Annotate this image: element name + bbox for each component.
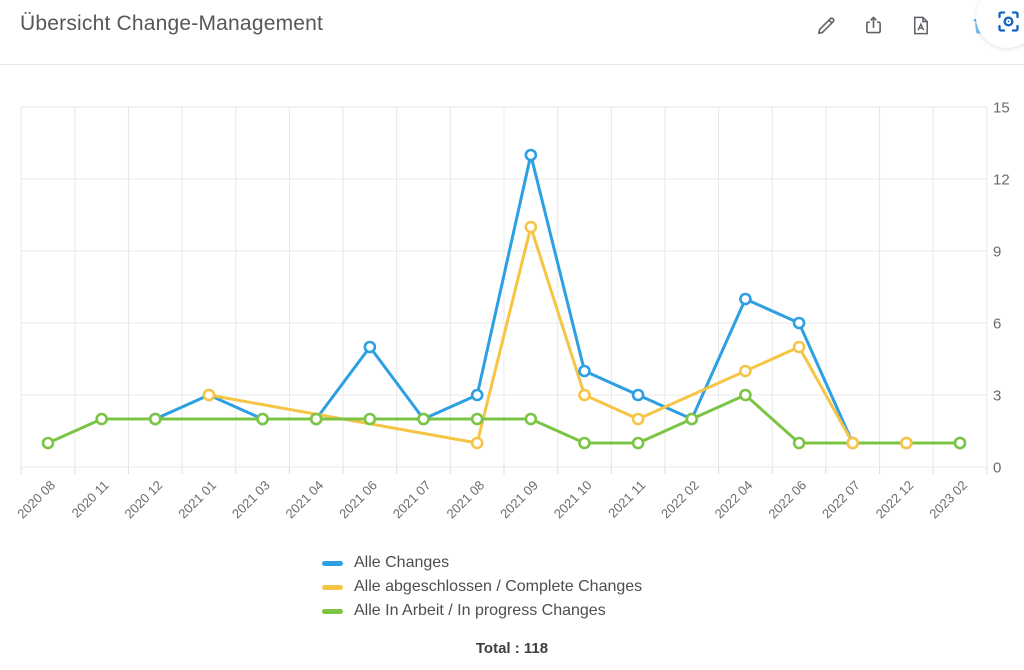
data-point[interactable] [631,436,645,450]
data-point[interactable] [148,412,162,426]
y-tick-label: 15 [993,100,1010,117]
export-pdf-button[interactable] [906,13,934,41]
y-axis-labels: 0 3 6 9 12 15 [993,100,1010,477]
pencil-icon [815,14,838,40]
data-point[interactable] [739,292,752,306]
data-point[interactable] [470,412,484,426]
y-tick-label: 3 [993,388,1001,405]
data-point[interactable] [846,436,860,450]
data-point[interactable] [524,412,538,426]
data-point[interactable] [95,412,108,426]
y-tick-label: 6 [993,316,1001,333]
legend-label: Alle In Arbeit / In progress Changes [354,602,606,619]
legend-item-2[interactable]: Alle In Arbeit / In progress Changes [322,599,642,623]
x-tick-label: 2021 08 [443,478,487,522]
x-tick-label: 2023 02 [926,478,970,522]
data-point[interactable] [739,388,752,402]
data-point[interactable] [900,436,913,450]
x-tick-label: 2021 11 [605,478,648,521]
data-point[interactable] [417,412,430,426]
data-point[interactable] [739,364,752,378]
y-tick-label: 9 [993,244,1001,261]
data-point[interactable] [631,412,645,426]
data-point[interactable] [470,388,484,402]
data-point[interactable] [309,412,323,426]
x-tick-label: 2020 12 [122,478,166,522]
data-point[interactable] [363,340,377,354]
legend-dash-icon [322,608,343,614]
data-point[interactable] [363,412,377,426]
x-tick-label: 2020 08 [14,478,58,522]
data-point[interactable] [578,436,591,450]
y-tick-label: 0 [993,460,1001,477]
screenshot-frame-icon [995,8,1022,40]
page-title: Übersicht Change-Management [20,12,324,35]
data-point[interactable] [792,436,806,450]
legend-dash-icon [322,560,343,566]
header-divider [0,64,1024,65]
series-markers-1 [202,220,913,450]
y-tick-label: 12 [993,172,1010,189]
x-tick-label: 2021 09 [497,478,541,522]
x-tick-label: 2021 01 [175,478,219,522]
legend-item-0[interactable]: Alle Changes [322,551,642,575]
x-tick-label: 2021 07 [390,478,434,522]
x-axis-labels: 2020 08 2020 11 2020 12 2021 01 2021 03 2021 … [14,478,970,522]
data-point[interactable] [41,436,55,450]
legend-label: Alle Changes [354,554,450,571]
toolbar [812,13,934,41]
x-tick-label: 2022 04 [712,478,756,522]
data-point[interactable] [524,220,538,234]
data-point[interactable] [202,388,216,402]
widget-header: Übersicht Change-Management [0,0,1024,64]
data-point[interactable] [524,148,538,162]
share-icon [862,14,885,40]
x-tick-label: 2022 07 [819,478,863,522]
data-point[interactable] [953,436,967,450]
x-tick-label: 2022 12 [873,478,917,522]
x-tick-label: 2022 02 [658,478,702,522]
data-point[interactable] [256,412,269,426]
legend-dash-icon [322,584,343,590]
x-tick-label: 2021 03 [229,478,273,522]
pdf-icon [909,14,932,40]
data-point[interactable] [792,340,806,354]
data-point[interactable] [631,388,645,402]
x-tick-label: 2022 06 [765,478,809,522]
x-tick-label: 2021 04 [283,478,327,522]
chart-legend: Alle Changes Alle abgeschlossen / Complet… [322,551,642,623]
edit-button[interactable] [812,13,840,41]
total-label: Total : 118 [475,640,549,657]
x-tick-label: 2020 11 [69,478,112,521]
data-point[interactable] [578,364,591,378]
data-point[interactable] [792,316,806,330]
share-button[interactable] [859,13,887,41]
x-tick-label: 2021 10 [551,478,595,522]
data-point[interactable] [470,436,484,450]
legend-item-1[interactable]: Alle abgeschlossen / Complete Changes [322,575,642,599]
x-tick-label: 2021 06 [336,478,380,522]
legend-label: Alle abgeschlossen / Complete Changes [354,578,643,595]
data-point[interactable] [685,412,699,426]
data-point[interactable] [578,388,591,402]
series-markers-2 [41,388,967,450]
